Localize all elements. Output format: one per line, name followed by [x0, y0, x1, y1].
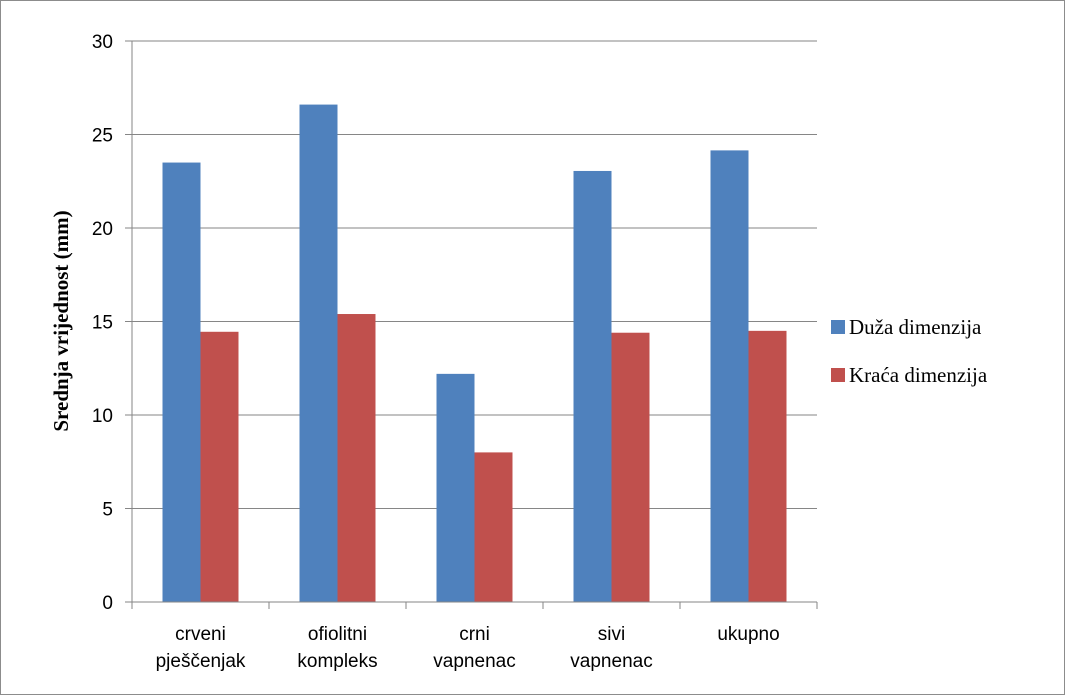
y-axis-title: Srednja vrijednost (mm): [49, 210, 73, 431]
x-tick-labels: crveni pješčenjak ofiolitni kompleks crni vap…: [156, 624, 780, 672]
y-tick-labels: 0 5 10 15 20 25 30: [92, 32, 113, 614]
bar-duza-0: [162, 162, 201, 603]
bar-kraca-3: [611, 332, 650, 602]
bar-kraca-0: [200, 331, 239, 602]
y-tick-label: 30: [92, 32, 113, 53]
x-category-label: ofiolitni kompleks: [297, 624, 377, 672]
bar-duza-3: [573, 170, 612, 602]
legend: Duža dimenzija Kraća dimenzija: [831, 315, 988, 387]
x-category-label: sivi vapnenac: [570, 624, 652, 672]
bar-kraca-2: [474, 452, 513, 602]
y-tick-label: 15: [92, 313, 113, 334]
axes: [125, 40, 818, 609]
y-tick-label: 5: [102, 500, 113, 521]
y-tick-label: 0: [102, 593, 113, 614]
bars: [162, 104, 787, 603]
bar-kraca-1: [337, 314, 376, 602]
legend-swatch: [831, 368, 845, 382]
legend-label: Kraća dimenzija: [849, 363, 988, 387]
legend-label: Duža dimenzija: [849, 315, 982, 339]
bar-duza-4: [710, 150, 749, 602]
gridlines: [132, 40, 817, 509]
x-category-label: crni vapnenac: [433, 624, 515, 672]
y-tick-label: 25: [92, 126, 113, 147]
x-category-label: ukupno: [717, 624, 779, 645]
bar-duza-2: [436, 373, 475, 602]
y-tick-label: 10: [92, 406, 113, 427]
legend-swatch: [831, 320, 845, 334]
bar-kraca-4: [748, 330, 787, 602]
bar-duza-1: [299, 104, 338, 602]
y-tick-label: 20: [92, 219, 113, 240]
x-category-label: crveni pješčenjak: [156, 624, 246, 672]
